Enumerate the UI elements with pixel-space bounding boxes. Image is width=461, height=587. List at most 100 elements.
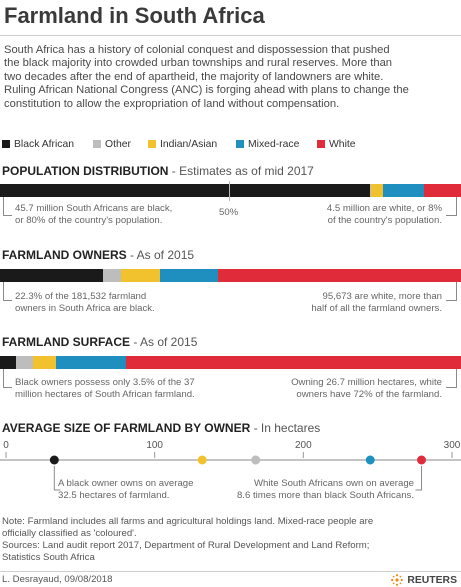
note-line: 22.3% of the 181,532 farmland — [15, 291, 147, 302]
bar-segment-indian-asian — [32, 356, 56, 369]
dot-mixed-race — [365, 455, 375, 465]
footnote-line: Sources: Land audit report 2017, Departm… — [2, 540, 370, 551]
fifty-percent-label: 50% — [219, 207, 239, 218]
average-note-left: A black owner owns on average 32.5 hecta… — [58, 478, 193, 502]
reuters-logo-icon — [391, 574, 404, 586]
page-title: Farmland in South Africa — [4, 3, 265, 28]
dot-black-african — [49, 455, 59, 465]
bar-segment-indian-asian — [121, 269, 161, 282]
note-line: half of all the farmland owners. — [311, 303, 442, 314]
dot-indian-asian — [197, 455, 207, 465]
population-note-right: 4.5 million are white, or 8% of the coun… — [270, 203, 442, 227]
footnote-line: officially classified as 'coloured'. — [2, 528, 137, 539]
legend-item-white: White — [317, 137, 356, 151]
population-right-bracket — [446, 197, 457, 216]
legend-item-black: Black African — [2, 137, 74, 151]
intro-line: two decades after the end of apartheid, … — [4, 70, 384, 83]
dot-other — [251, 455, 261, 465]
average-section-title: AVERAGE SIZE OF FARMLAND BY OWNER - In h… — [2, 421, 320, 435]
bar-segment-white — [125, 356, 461, 369]
legend-swatch — [317, 140, 325, 148]
note-line: 4.5 million are white, or 8% — [326, 203, 442, 214]
legend-swatch — [93, 140, 101, 148]
bar-segment-mixed-race — [382, 184, 424, 197]
footnote: Note: Farmland includes all farms and ag… — [2, 516, 458, 564]
dot-white — [417, 455, 427, 465]
bar-segment-white — [423, 184, 461, 197]
owners-stacked-bar — [0, 269, 461, 282]
intro-line: the black majority into crowded urban to… — [4, 57, 393, 70]
owners-note-left: 22.3% of the 181,532 farmland owners in … — [15, 291, 155, 315]
population-left-bracket — [3, 197, 12, 216]
surface-stacked-bar — [0, 356, 461, 369]
footnote-line: Note: Farmland includes all farms and ag… — [2, 516, 374, 527]
legend-swatch — [236, 140, 244, 148]
bar-segment-other — [369, 184, 372, 197]
legend-label: Mixed-race — [248, 138, 300, 150]
population-section-title: POPULATION DISTRIBUTION - Estimates as o… — [2, 164, 314, 178]
note-line: A black owner owns on average — [58, 478, 194, 489]
legend-item-indian-asian: Indian/Asian — [148, 137, 217, 151]
owners-right-bracket — [446, 282, 457, 301]
legend-label: Other — [105, 138, 131, 150]
owners-subtitle: - As of 2015 — [126, 248, 195, 262]
reuters-logo: REUTERS — [390, 573, 457, 587]
note-line: owners in South Africa are black. — [15, 303, 155, 314]
average-right-leader — [415, 466, 423, 491]
legend-swatch — [2, 140, 10, 148]
legend-label: Black African — [14, 138, 75, 150]
owners-left-bracket — [3, 282, 12, 301]
average-left-leader — [53, 466, 61, 491]
bar-segment-other — [16, 356, 33, 369]
note-line: or 80% of the country's population. — [15, 215, 163, 226]
bar-segment-other — [102, 269, 122, 282]
legend-item-mixed-race: Mixed-race — [236, 137, 299, 151]
x-tick-label: 0 — [3, 440, 9, 451]
owners-title: FARMLAND OWNERS — [2, 248, 127, 262]
bar-segment-mixed-race — [160, 269, 219, 282]
x-tick-label: 300 — [444, 440, 461, 451]
legend-swatch — [148, 140, 156, 148]
population-subtitle: - Estimates as of mid 2017 — [168, 164, 314, 178]
owners-note-right: 95,673 are white, more than half of all … — [260, 291, 442, 315]
x-tick-label: 100 — [146, 440, 163, 451]
population-stacked-bar — [0, 184, 461, 197]
intro-line: Ruling African National Congress (ANC) i… — [4, 84, 409, 97]
surface-section-title: FARMLAND SURFACE - As of 2015 — [2, 335, 197, 349]
population-title: POPULATION DISTRIBUTION — [2, 164, 169, 178]
average-note-right: White South Africans own on average 8.6 … — [222, 478, 414, 502]
reuters-logo-text: REUTERS — [407, 574, 457, 586]
note-line: Black owners possess only 3.5% of the 37 — [15, 377, 195, 388]
legend-label: White — [329, 138, 356, 150]
surface-note-left: Black owners possess only 3.5% of the 37… — [15, 377, 195, 401]
note-line: 45.7 million South Africans are black, — [15, 203, 173, 214]
legend-item-other: Other — [93, 137, 131, 151]
population-note-left: 45.7 million South Africans are black, o… — [15, 203, 172, 227]
surface-right-bracket — [446, 369, 457, 388]
bar-segment-mixed-race — [55, 356, 126, 369]
intro-line: constitution to allow the expropriation … — [4, 97, 340, 110]
footer-divider — [0, 571, 461, 572]
surface-title: FARMLAND SURFACE — [2, 335, 130, 349]
intro-line: South Africa has a history of colonial c… — [4, 44, 390, 56]
note-line: 95,673 are white, more than — [322, 291, 442, 302]
bar-segment-white — [218, 269, 461, 282]
surface-note-right: Owning 26.7 million hectares, white owne… — [250, 377, 442, 401]
bar-segment-black-african — [0, 184, 370, 197]
note-line: owners have 72% of the farmland. — [296, 389, 442, 400]
surface-left-bracket — [3, 369, 12, 388]
intro-text: South Africa has a history of colonial c… — [4, 44, 456, 111]
title-divider — [0, 35, 461, 36]
footnote-line: Statistics South Africa — [2, 552, 95, 563]
average-dot-chart: 0 100 200 300 — [0, 440, 461, 491]
average-subtitle: - In hectares — [250, 421, 321, 435]
note-line: million hectares of South African farmla… — [15, 389, 195, 400]
x-tick-label: 200 — [295, 440, 312, 451]
credit-text: L. Desrayaud, 09/08/2018 — [2, 574, 113, 585]
fifty-percent-tick — [229, 181, 230, 201]
bar-segment-black-african — [0, 269, 103, 282]
note-line: 32.5 hectares of farmland. — [58, 490, 170, 501]
note-line: Owning 26.7 million hectares, white — [291, 377, 442, 388]
bar-segment-indian-asian — [371, 184, 383, 197]
note-line: of the country's population. — [327, 215, 442, 226]
